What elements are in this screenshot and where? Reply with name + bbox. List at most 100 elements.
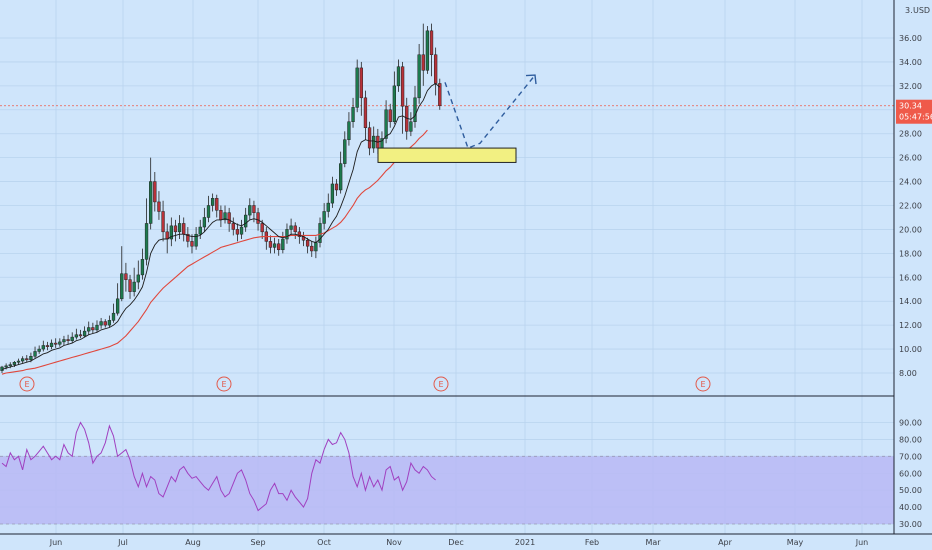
earnings-marker-label: E [700,380,705,389]
candle-body [285,229,289,240]
price-tick-label: 10.00 [899,345,922,354]
time-axis[interactable]: Jun Jul Aug Sep Oct Nov Dec 2021 Feb Mar Apr May Jun [49,538,869,547]
price-tick-label: 20.00 [899,225,922,234]
candle-body [115,298,120,314]
candle-body [58,341,62,345]
candle-body [347,121,351,140]
candle-body [111,312,116,321]
price-tick-label: 18.00 [899,249,922,258]
candle-body [252,205,256,213]
candle-body [409,121,413,132]
candle-body [16,360,21,363]
candle-body [4,365,8,368]
rsi-tick-label: 60.00 [899,469,922,478]
candle-body [334,183,339,191]
candle-body [421,54,425,71]
candle-body [248,205,252,216]
candle-body [417,54,421,99]
price-tick-label: 32.00 [899,82,922,91]
candle-body [182,223,186,235]
forecast-arrow-path[interactable] [444,74,536,150]
candle-body [289,225,293,230]
candle-body [297,231,302,237]
candle-body [363,97,368,128]
candle-body [223,212,227,221]
candle-body [239,226,244,235]
candle-body [256,212,260,224]
earnings-marker[interactable] [19,376,35,392]
time-tick-label: Jun [49,538,63,547]
candle-body [29,356,33,361]
price-tick-label: 16.00 [899,273,922,282]
price-tick-label: 34.00 [899,58,922,67]
candle-body [45,345,50,347]
time-tick-label: Jun [855,538,869,547]
candle-body [37,348,41,352]
candle-body [388,109,392,122]
candle-body [78,334,83,337]
time-tick-label: Mar [645,538,661,547]
candle-body [153,181,157,203]
earnings-marker[interactable] [695,376,711,392]
rsi-tick-label: 40.00 [899,503,922,512]
last-price-tag: 30.34 05:47:56 [896,99,932,124]
price-axis[interactable]: 8.00 10.00 12.00 14.00 16.00 18.00 20.00 22.00 2… [899,34,922,378]
forecast-arrow-head [525,74,537,85]
rsi-tick-label: 50.00 [899,486,922,495]
candle-body [277,243,281,251]
candle-body [396,66,401,87]
candle-body [343,139,347,164]
candle-body [429,30,434,55]
candle-body [70,336,74,341]
rsi-axis[interactable]: 30.00 40.00 50.00 60.00 70.00 80.00 90.00 [899,419,922,530]
candle-body [99,321,103,326]
candle-body [103,321,107,326]
candle-body [268,241,273,248]
candle-body [339,163,343,191]
earnings-marker[interactable] [433,376,449,392]
earnings-marker[interactable] [216,376,232,392]
candle-body [413,97,417,122]
candle-body [330,183,335,204]
candle-body [169,225,173,240]
candle-body [372,135,376,149]
candle-body [210,198,215,206]
candle-body [434,54,438,84]
price-tick-label: 22.00 [899,202,922,211]
currency-label: USD [913,6,930,15]
candle-body [124,273,128,280]
price-tick-label: 36.00 [899,34,922,43]
price-tick-label: 24.00 [899,178,922,187]
earnings-marker-label: E [24,380,29,389]
candlestick-series[interactable] [0,23,442,373]
candle-body [144,223,149,260]
ema-short-line [1,82,441,370]
support-zone-rectangle[interactable] [377,147,517,163]
time-tick-label: Oct [317,538,331,547]
candle-body [136,274,140,283]
candle-body [359,67,363,99]
candle-body [161,211,165,233]
price-axis-top-label: 3. [905,6,913,15]
candle-body [120,273,124,300]
candle-body [425,30,430,71]
candle-body [21,358,25,362]
candle-body [231,223,235,230]
time-tick-label: Aug [185,538,201,547]
candle-body [351,107,355,123]
candle-body [355,67,359,108]
candle-body [62,339,66,343]
candle-body [173,225,178,233]
price-tick-label: 28.00 [899,130,922,139]
candle-body [41,345,45,350]
candle-body [190,241,194,247]
candle-body [177,223,182,233]
rsi-line [1,421,436,512]
candle-body [132,281,136,292]
rsi-tick-label: 90.00 [899,419,922,428]
candle-body [367,127,372,149]
candle-body [87,327,91,332]
price-tick-label: 14.00 [899,297,922,306]
